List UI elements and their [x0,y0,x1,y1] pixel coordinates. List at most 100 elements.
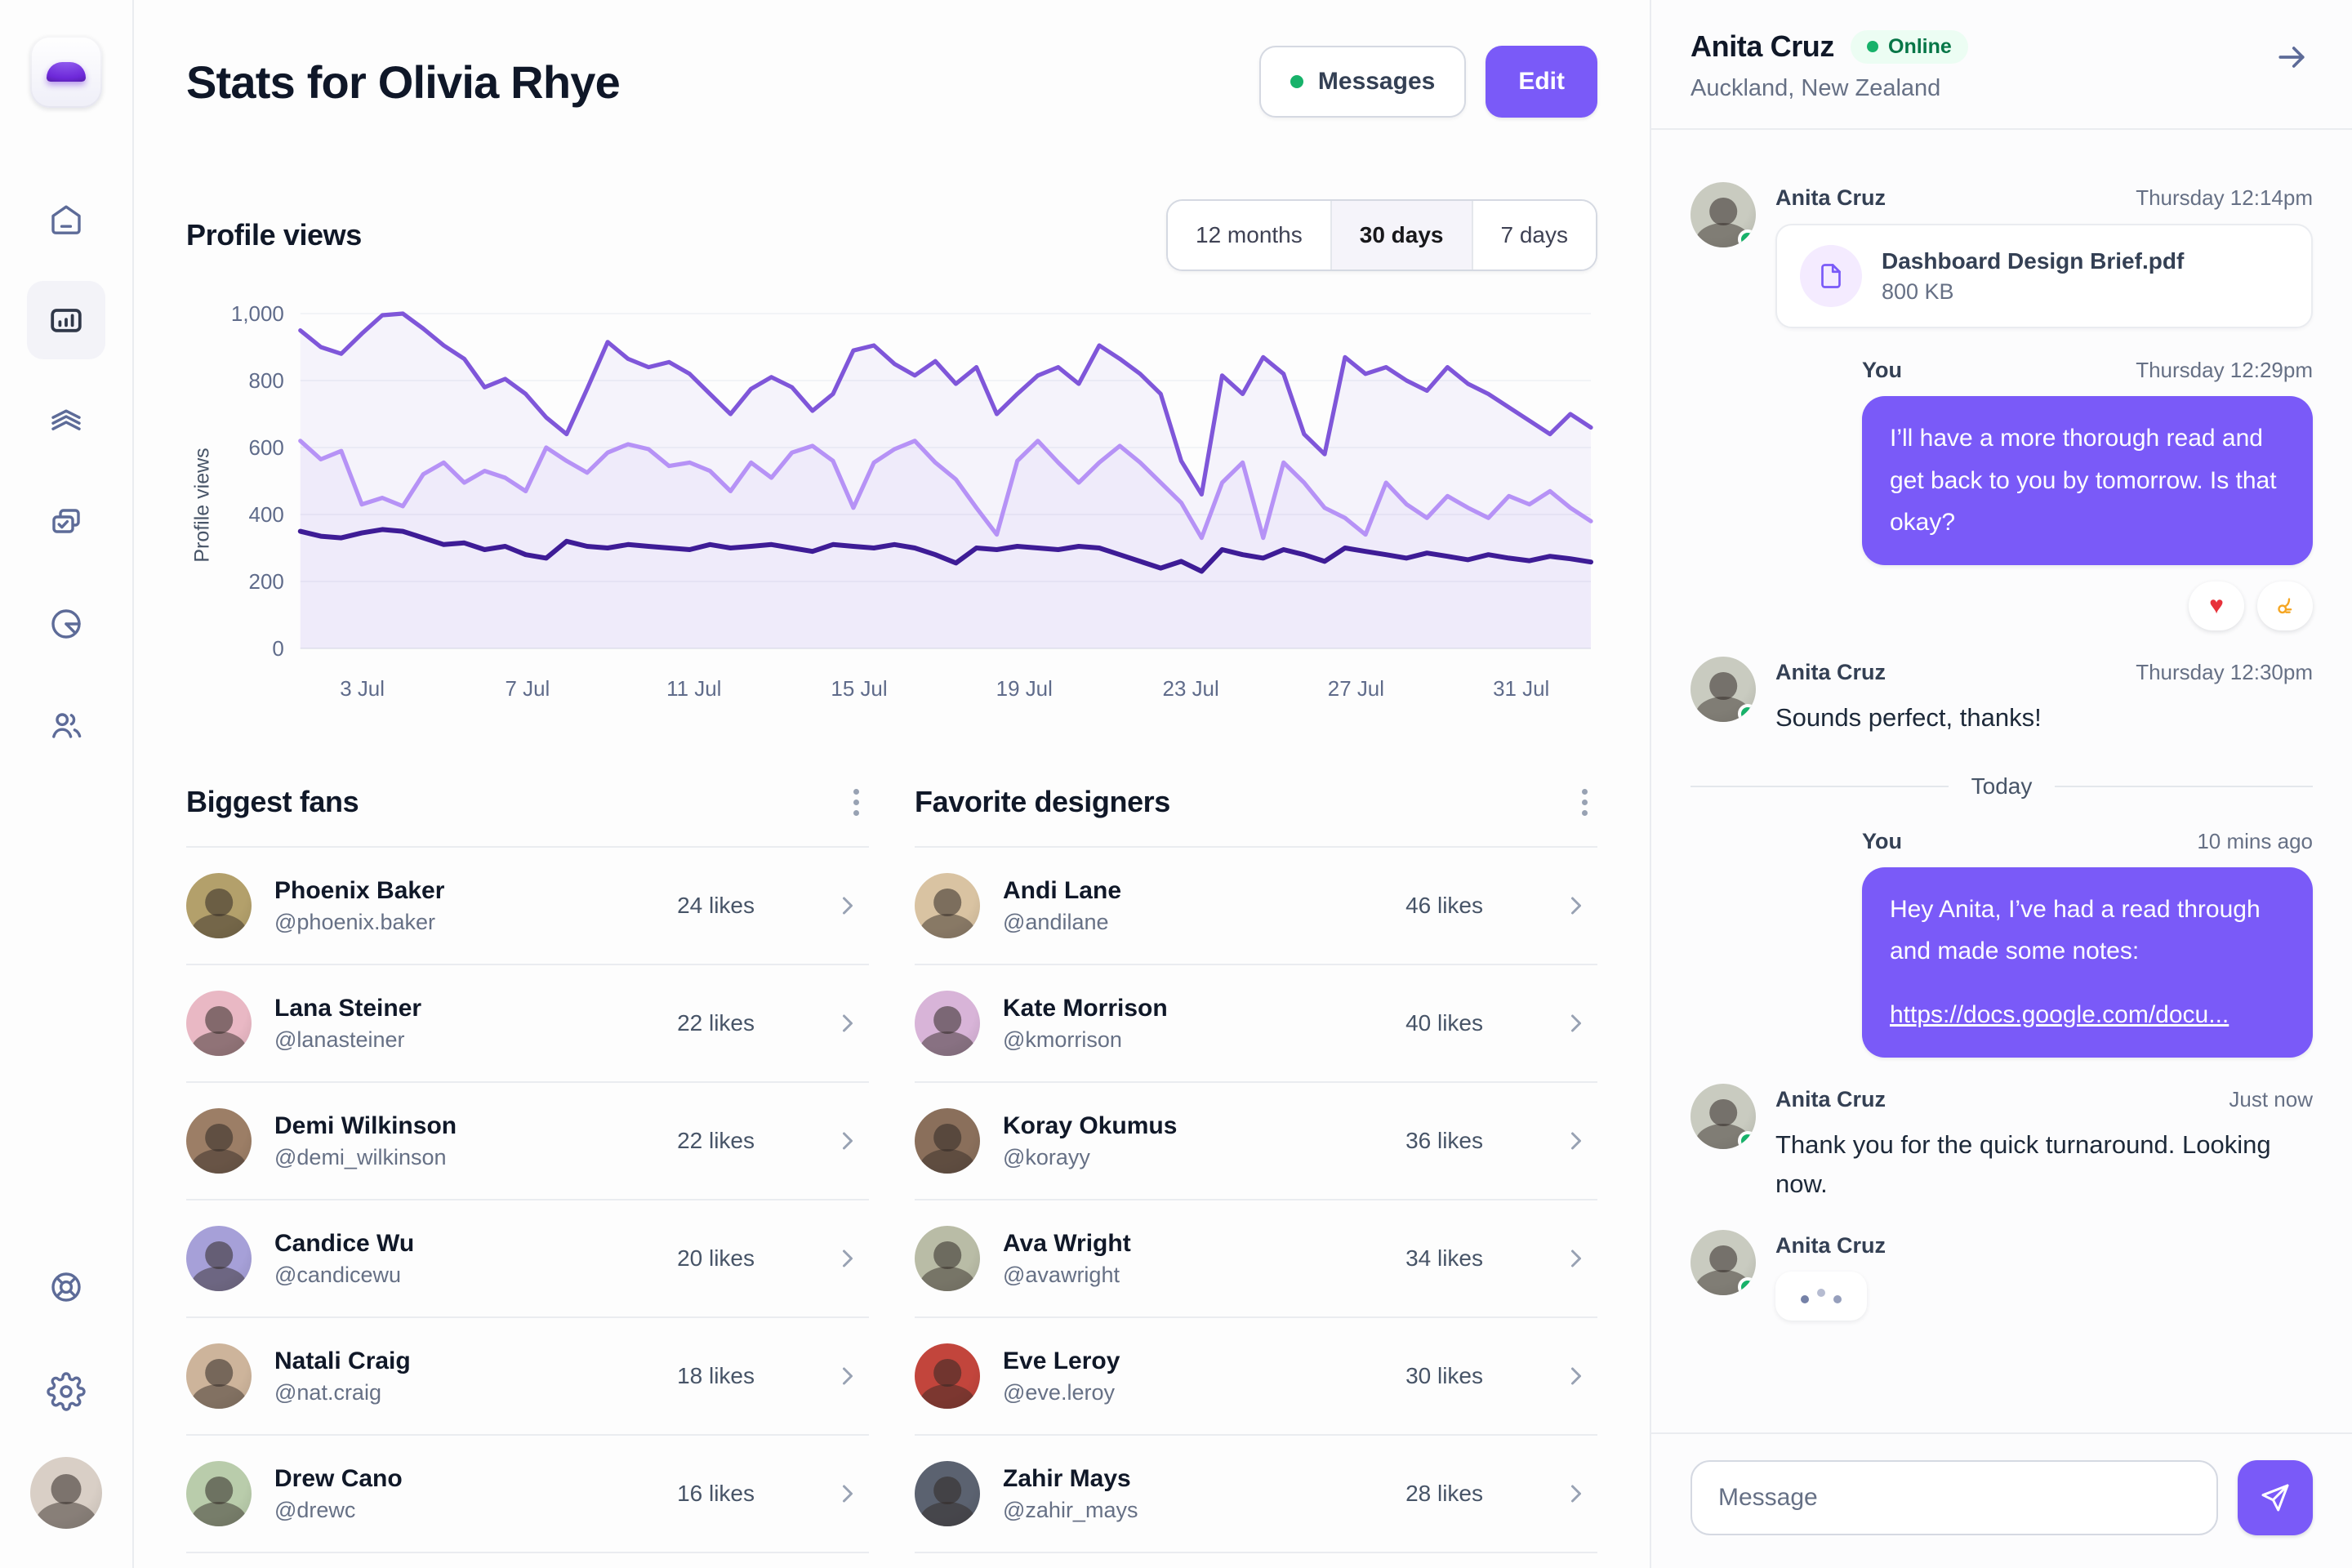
reaction-heart[interactable]: ♥ [2189,581,2244,630]
send-button[interactable] [2238,1460,2313,1535]
sidebar-item-users[interactable] [27,686,105,764]
avatar [186,1343,252,1409]
favorite-designers-title: Favorite designers [915,785,1170,818]
likes-count: 46 likes [1405,893,1483,918]
chat-contact-location: Auckland, New Zealand [1690,75,1941,101]
reaction-ok-hand[interactable] [2257,581,2313,630]
sidebar-bottom [27,1248,105,1529]
list-item-phoenix.baker[interactable]: Phoenix Baker @phoenix.baker 24 likes [186,848,869,965]
sidebar-item-home[interactable] [27,180,105,258]
list-item-avawright[interactable]: Ava Wright @avawright 34 likes [915,1200,1597,1318]
list-item-drewc[interactable]: Drew Cano @drewc 16 likes [186,1436,869,1553]
person-name: Demi Wilkinson [274,1111,457,1139]
line-chart: 0 200 400 600 800 1,000 3 Jul 7 Jul 11 Jul 15 Jul… [231,301,1594,701]
favorite-designers-section: Favorite designers Andi Lane @andilane 46 … [915,771,1597,1553]
header-actions: Messages Edit [1258,46,1597,118]
sidebar-item-layers[interactable] [27,382,105,461]
avatar [1690,1083,1756,1149]
avatar [186,1461,252,1526]
users-icon [52,713,82,738]
logo-dome-icon [47,62,86,82]
list-item-candicewu[interactable]: Candice Wu @candicewu 20 likes [186,1200,869,1318]
open-conversation-button[interactable] [2267,33,2316,88]
row-chevron-button[interactable] [1555,1120,1597,1162]
message-input[interactable] [1690,1460,2218,1535]
row-chevron-button[interactable] [826,884,869,927]
row-chevron-button[interactable] [1555,1472,1597,1515]
message-sender: Anita Cruz [1775,185,1886,210]
chevron-right-icon [843,1367,853,1385]
list-item-lanasteiner[interactable]: Lana Steiner @lanasteiner 22 likes [186,965,869,1083]
list-item-kmorrison[interactable]: Kate Morrison @kmorrison 40 likes [915,965,1597,1083]
user-avatar[interactable] [30,1457,102,1529]
avatar [915,1461,980,1526]
person-name: Kate Morrison [1003,994,1168,1022]
message-incoming: Anita Cruz Just now Thank you for the quic… [1690,1083,2313,1204]
layers-icon [51,409,81,430]
list-item-andilane[interactable]: Andi Lane @andilane 46 likes [915,848,1597,965]
chat-input-bar [1651,1432,2352,1568]
favorite-designers-header: Favorite designers [915,771,1597,833]
file-name: Dashboard Design Brief.pdf [1882,247,2185,274]
pie-chart-icon [51,609,81,639]
row-chevron-button[interactable] [826,1002,869,1045]
online-status-dot [1867,41,1879,52]
biggest-fans-menu-button[interactable] [844,779,869,826]
person-handle: @nat.craig [274,1379,381,1405]
chat-messages: Anita Cruz Thursday 12:14pm Dashboard Desi… [1651,130,2352,1432]
series-line-views-high [298,311,1593,497]
chevron-right-icon [843,1485,853,1503]
chat-header: Anita Cruz Online Auckland, New Zealand [1651,0,2352,130]
bar-chart-icon [51,309,82,332]
edit-button[interactable]: Edit [1486,46,1597,118]
sidebar-item-reports[interactable] [27,585,105,663]
message-sender: Anita Cruz [1775,659,1886,684]
row-chevron-button[interactable] [1555,1002,1597,1045]
avatar [186,873,252,938]
tab-7-days[interactable]: 7 days [1471,201,1596,270]
person-handle: @avawright [1003,1262,1120,1287]
likes-count: 28 likes [1405,1481,1483,1506]
chevron-right-icon [1571,1485,1581,1503]
row-chevron-button[interactable] [826,1355,869,1397]
row-chevron-button[interactable] [826,1237,869,1280]
favorite-designers-list: Andi Lane @andilane 46 likes Kate Morrison @… [915,846,1597,1553]
tab-30-days[interactable]: 30 days [1330,201,1472,270]
profile-views-header: Profile views 12 months 30 days 7 days [186,199,1597,271]
row-chevron-button[interactable] [1555,1237,1597,1280]
list-item-korayy[interactable]: Koray Okumus @korayy 36 likes [915,1083,1597,1200]
messages-button[interactable]: Messages [1258,46,1467,118]
sidebar-item-settings[interactable] [27,1352,105,1431]
person-name: Candice Wu [274,1229,415,1257]
list-item-zahir_mays[interactable]: Zahir Mays @zahir_mays 28 likes [915,1436,1597,1553]
sidebar-item-tasks[interactable] [27,483,105,562]
message-outgoing: You Thursday 12:29pm I’ll have a more thor… [1690,354,2313,630]
row-chevron-button[interactable] [826,1472,869,1515]
profile-views-title: Profile views [186,218,362,252]
reactions: ♥ [1862,581,2313,630]
arrow-right-icon [2278,47,2305,68]
person-name: Koray Okumus [1003,1111,1178,1139]
person-handle: @drewc [274,1497,356,1522]
chevron-right-icon [1571,897,1581,915]
chevron-right-icon [843,1250,853,1267]
list-item-eve.leroy[interactable]: Eve Leroy @eve.leroy 30 likes [915,1318,1597,1436]
person-handle: @lanasteiner [274,1027,405,1052]
x-tick-label: 31 Jul [1493,676,1549,701]
message-time: Just now [2229,1086,2313,1111]
file-attachment[interactable]: Dashboard Design Brief.pdf 800 KB [1775,224,2313,328]
app-logo[interactable] [30,36,102,108]
sidebar-item-analytics[interactable] [27,281,105,359]
row-chevron-button[interactable] [1555,884,1597,927]
message-link[interactable]: https://docs.google.com/docu... [1890,1001,2230,1029]
row-chevron-button[interactable] [1555,1355,1597,1397]
list-item-nat.craig[interactable]: Natali Craig @nat.craig 18 likes [186,1318,869,1436]
favorite-designers-menu-button[interactable] [1572,779,1597,826]
sidebar-item-support[interactable] [27,1248,105,1326]
person-name: Natali Craig [274,1347,411,1374]
tab-12-months[interactable]: 12 months [1168,201,1330,270]
row-chevron-button[interactable] [826,1120,869,1162]
list-item-demi_wilkinson[interactable]: Demi Wilkinson @demi_wilkinson 22 likes [186,1083,869,1200]
chevron-right-icon [843,897,853,915]
